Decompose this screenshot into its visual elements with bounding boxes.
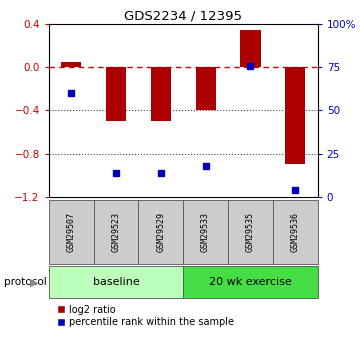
Text: GSM29523: GSM29523 xyxy=(112,212,121,252)
Bar xyxy=(138,200,183,264)
Text: GSM29529: GSM29529 xyxy=(156,212,165,252)
Bar xyxy=(196,67,216,110)
Bar xyxy=(285,67,305,164)
Title: GDS2234 / 12395: GDS2234 / 12395 xyxy=(124,10,242,23)
Text: GSM29536: GSM29536 xyxy=(291,212,300,252)
Text: ▶: ▶ xyxy=(30,277,39,287)
Text: baseline: baseline xyxy=(92,277,139,287)
Bar xyxy=(183,200,228,264)
Legend: log2 ratio, percentile rank within the sample: log2 ratio, percentile rank within the s… xyxy=(57,305,234,327)
Text: GSM29507: GSM29507 xyxy=(67,212,76,252)
Bar xyxy=(93,200,138,264)
Text: protocol: protocol xyxy=(4,277,46,287)
Bar xyxy=(49,266,183,298)
Bar xyxy=(273,200,318,264)
Bar xyxy=(49,200,93,264)
Text: GSM29535: GSM29535 xyxy=(246,212,255,252)
Bar xyxy=(240,30,261,67)
Text: GSM29533: GSM29533 xyxy=(201,212,210,252)
Bar xyxy=(228,200,273,264)
Bar xyxy=(61,62,81,67)
Bar xyxy=(183,266,318,298)
Text: 20 wk exercise: 20 wk exercise xyxy=(209,277,292,287)
Bar xyxy=(106,67,126,121)
Bar xyxy=(151,67,171,121)
